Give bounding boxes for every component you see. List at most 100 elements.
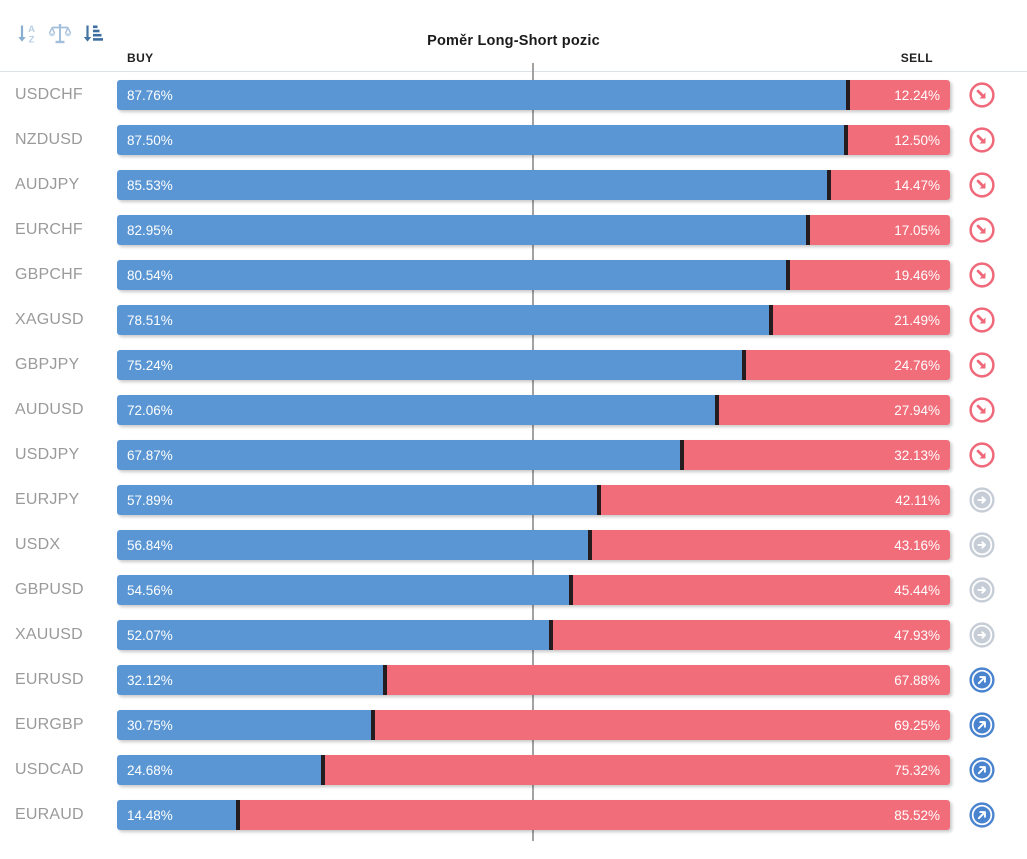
neutral-signal-icon[interactable] — [969, 622, 995, 648]
sell-signal-icon[interactable] — [969, 307, 995, 333]
sell-bar: 12.50% — [847, 125, 950, 155]
sell-signal-icon[interactable] — [969, 397, 995, 423]
ratio-bar: 57.89% 42.11% — [117, 485, 950, 515]
symbol-label: XAGUSD — [15, 311, 84, 328]
sell-bar: 17.05% — [809, 215, 950, 245]
sell-percent: 67.88% — [894, 672, 940, 688]
table-row: USDX 56.84% 43.16% — [0, 530, 1027, 575]
signal-cell — [950, 620, 1027, 650]
sort-balance-icon[interactable] — [47, 21, 73, 47]
sell-signal-icon[interactable] — [969, 442, 995, 468]
table-row: GBPCHF 80.54% 19.46% — [0, 260, 1027, 305]
neutral-signal-icon[interactable] — [969, 532, 995, 558]
symbol-label: AUDUSD — [15, 401, 84, 418]
neutral-signal-icon[interactable] — [969, 577, 995, 603]
sell-signal-icon[interactable] — [969, 82, 995, 108]
ratio-bar: 78.51% 21.49% — [117, 305, 950, 335]
bar-divider — [741, 350, 746, 380]
table-row: AUDJPY 85.53% 14.47% — [0, 170, 1027, 215]
buy-bar: 87.50% — [117, 125, 844, 155]
buy-percent: 54.56% — [127, 582, 173, 598]
symbol-label: EURUSD — [15, 671, 84, 688]
sell-bar: 42.11% — [601, 485, 950, 515]
ratio-bar: 87.50% 12.50% — [117, 125, 950, 155]
buy-bar: 52.07% — [117, 620, 549, 650]
signal-cell — [950, 755, 1027, 785]
symbol-label: EURCHF — [15, 221, 83, 238]
sell-bar: 47.93% — [552, 620, 950, 650]
sell-percent: 43.16% — [894, 537, 940, 553]
symbol-label: NZDUSD — [15, 131, 83, 148]
bar-divider — [768, 305, 773, 335]
buy-percent: 24.68% — [127, 762, 173, 778]
sell-percent: 69.25% — [894, 717, 940, 733]
signal-cell — [950, 395, 1027, 425]
table-row: EURUSD 32.12% 67.88% — [0, 665, 1027, 710]
symbol-label: EURAUD — [15, 806, 84, 823]
symbol-label: XAUUSD — [15, 626, 83, 643]
signal-cell — [950, 665, 1027, 695]
ratio-bar: 30.75% 69.25% — [117, 710, 950, 740]
bar-divider — [371, 710, 376, 740]
bar-divider — [805, 215, 810, 245]
buy-bar: 67.87% — [117, 440, 681, 470]
buy-bar: 56.84% — [117, 530, 589, 560]
ratio-bar: 56.84% 43.16% — [117, 530, 950, 560]
buy-percent: 78.51% — [127, 312, 173, 328]
ratio-bar: 54.56% 45.44% — [117, 575, 950, 605]
table-row: EURJPY 57.89% 42.11% — [0, 485, 1027, 530]
sell-bar: 24.76% — [745, 350, 950, 380]
sell-percent: 12.24% — [894, 87, 940, 103]
sell-signal-icon[interactable] — [969, 352, 995, 378]
buy-percent: 82.95% — [127, 222, 173, 238]
sell-percent: 45.44% — [894, 582, 940, 598]
sell-signal-icon[interactable] — [969, 262, 995, 288]
buy-percent: 75.24% — [127, 357, 173, 373]
buy-percent: 72.06% — [127, 402, 173, 418]
bar-divider — [843, 125, 848, 155]
sell-bar: 27.94% — [719, 395, 950, 425]
signal-cell — [950, 440, 1027, 470]
buy-percent: 57.89% — [127, 492, 173, 508]
signal-cell — [950, 125, 1027, 155]
neutral-signal-icon[interactable] — [969, 487, 995, 513]
bar-divider — [680, 440, 685, 470]
signal-cell — [950, 530, 1027, 560]
symbol-label: USDX — [15, 536, 61, 553]
buy-signal-icon[interactable] — [969, 757, 995, 783]
sell-signal-icon[interactable] — [969, 217, 995, 243]
buy-percent: 52.07% — [127, 627, 173, 643]
buy-percent: 87.50% — [127, 132, 173, 148]
ratio-bar: 14.48% 85.52% — [117, 800, 950, 830]
sell-bar: 32.13% — [684, 440, 950, 470]
svg-text:Z: Z — [29, 35, 35, 46]
ratio-bar: 80.54% 19.46% — [117, 260, 950, 290]
sell-bar: 12.24% — [850, 80, 950, 110]
buy-percent: 32.12% — [127, 672, 173, 688]
ratio-bar: 67.87% 32.13% — [117, 440, 950, 470]
table-row: XAGUSD 78.51% 21.49% — [0, 305, 1027, 350]
buy-percent: 67.87% — [127, 447, 173, 463]
buy-percent: 85.53% — [127, 177, 173, 193]
sort-amount-icon[interactable] — [80, 21, 106, 47]
buy-signal-icon[interactable] — [969, 802, 995, 828]
sell-bar: 14.47% — [831, 170, 950, 200]
ratio-bar: 24.68% 75.32% — [117, 755, 950, 785]
bar-divider — [597, 485, 602, 515]
ratio-bar: 87.76% 12.24% — [117, 80, 950, 110]
buy-bar: 54.56% — [117, 575, 570, 605]
symbol-label: USDJPY — [15, 446, 80, 463]
sell-percent: 32.13% — [894, 447, 940, 463]
table-row: USDCAD 24.68% 75.32% — [0, 755, 1027, 800]
sell-signal-icon[interactable] — [969, 172, 995, 198]
sell-signal-icon[interactable] — [969, 127, 995, 153]
sell-bar: 21.49% — [772, 305, 950, 335]
buy-signal-icon[interactable] — [969, 667, 995, 693]
sort-alphabetical-icon[interactable]: A Z — [14, 21, 40, 47]
table-row: EURGBP 30.75% 69.25% — [0, 710, 1027, 755]
signal-cell — [950, 215, 1027, 245]
buy-signal-icon[interactable] — [969, 712, 995, 738]
buy-percent: 87.76% — [127, 87, 173, 103]
ratio-bar: 72.06% 27.94% — [117, 395, 950, 425]
buy-percent: 80.54% — [127, 267, 173, 283]
